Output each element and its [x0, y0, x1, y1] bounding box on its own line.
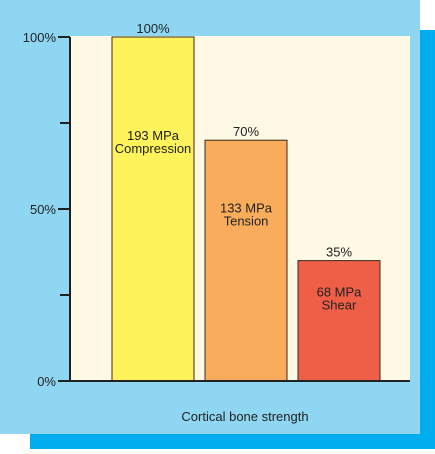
bar-top-label-1: 100%	[136, 21, 170, 36]
bar-inner-label-3-2: Shear	[322, 298, 357, 313]
bar-top-label-2: 70%	[233, 124, 259, 139]
bar-inner-label-3-1: 68 MPa	[317, 285, 363, 300]
bar-inner-label-1-1: 193 MPa	[127, 128, 180, 143]
bar-1	[111, 36, 195, 382]
bar-inner-label-2-1: 133 MPa	[220, 200, 273, 215]
bar-2	[204, 139, 288, 382]
bar-inner-label-2-2: Tension	[224, 213, 269, 228]
x-axis-label: Cortical bone strength	[181, 409, 308, 424]
axis-layer: 0% 50% 100%	[23, 30, 410, 389]
y-tick-label-2: 50%	[30, 202, 56, 217]
bar-inner-label-1-2: Compression	[115, 141, 192, 156]
bar-top-label-3: 35%	[326, 245, 352, 260]
y-tick-label-1: 0%	[37, 374, 56, 389]
bar-3	[297, 260, 381, 382]
y-tick-label-3: 100%	[23, 30, 57, 45]
